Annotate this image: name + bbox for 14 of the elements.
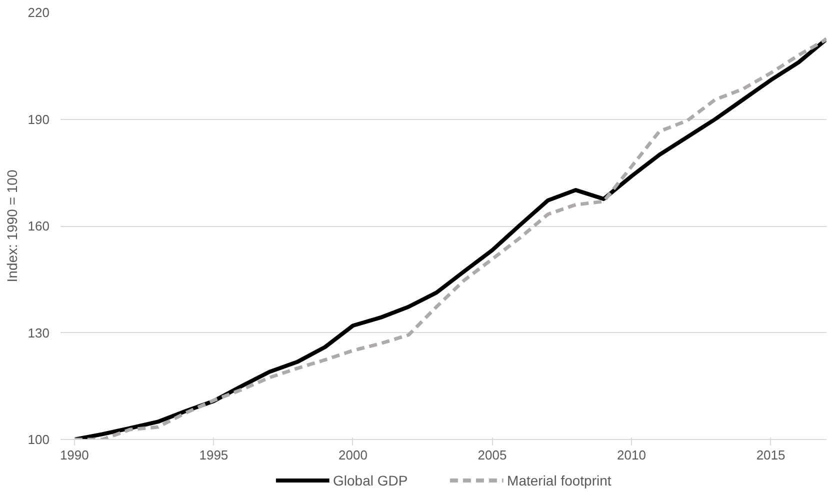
y-tick-label: 160: [28, 218, 50, 234]
y-tick-label: 190: [28, 112, 50, 127]
x-tick-label: 1995: [199, 448, 228, 462]
x-tick-label: 1990: [60, 448, 89, 462]
y-tick-label: 220: [28, 5, 50, 20]
legend-label: Material footprint: [507, 472, 612, 488]
x-tick-label: 2010: [617, 448, 646, 462]
legend-label: Global GDP: [333, 472, 408, 488]
x-tick-label: 2005: [478, 448, 507, 462]
x-tick-label: 2015: [756, 448, 786, 462]
y-tick-label: 100: [28, 432, 50, 447]
y-tick-label: 130: [28, 325, 50, 340]
y-axis-title: Index: 1990 = 100: [4, 170, 20, 282]
x-tick-label: 2000: [338, 448, 368, 462]
